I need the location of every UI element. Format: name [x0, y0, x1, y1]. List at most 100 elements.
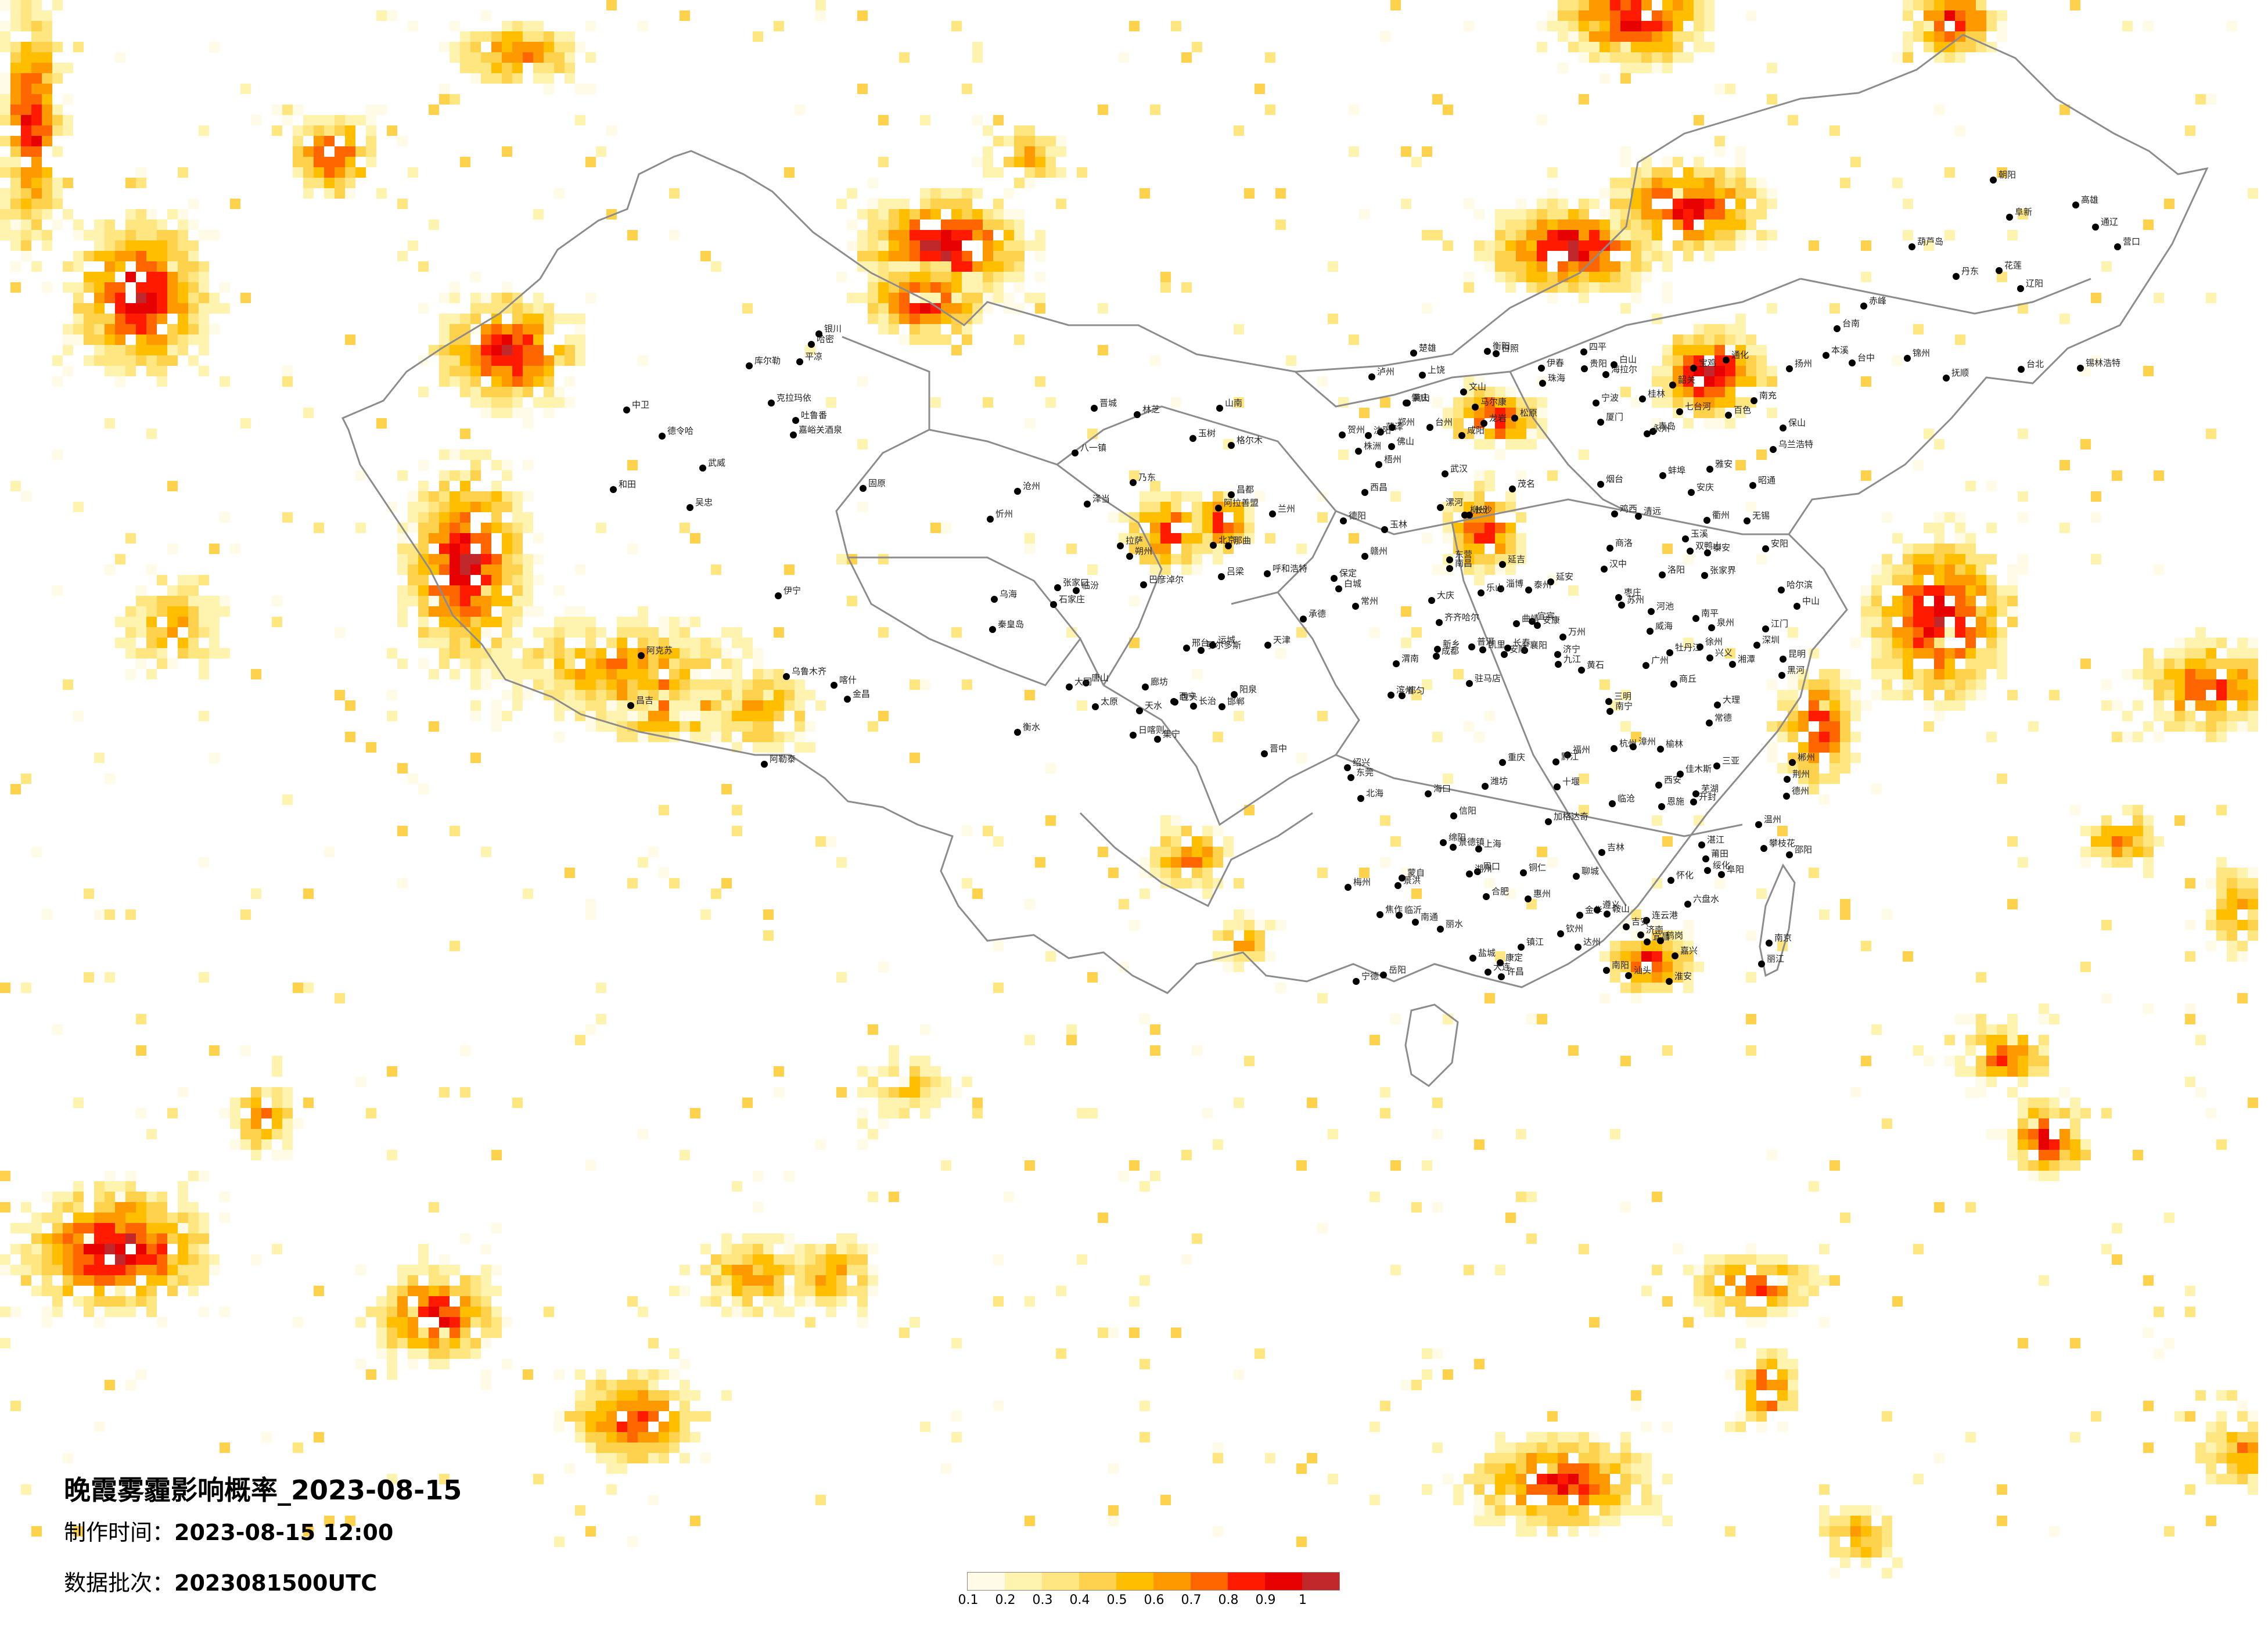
city-label: 吉林 — [1607, 842, 1624, 852]
city-dot — [1183, 645, 1190, 652]
city-label: 昌吉 — [636, 695, 653, 706]
legend-tick-label: 0.7 — [1181, 1593, 1202, 1607]
city-dot — [1659, 472, 1666, 479]
city-label: 泽当 — [1092, 494, 1110, 504]
city-label: 乌鲁木齐 — [792, 666, 826, 677]
legend-swatch — [1191, 1573, 1228, 1590]
city-dot — [1667, 877, 1674, 884]
city-dot — [1054, 584, 1061, 591]
city-dot — [1219, 703, 1225, 710]
city-label: 宝鸡 — [1699, 358, 1716, 368]
province-line-sichuan — [1103, 592, 1360, 826]
city-label: 成都 — [1442, 646, 1459, 656]
city-dot — [808, 341, 815, 348]
city-dot — [1092, 703, 1099, 710]
city-dot — [1529, 618, 1536, 625]
city-label: 台南 — [1842, 318, 1860, 329]
city-dot — [1539, 380, 1546, 387]
city-dot — [1770, 446, 1777, 453]
city-dot — [1555, 661, 1562, 668]
city-dot — [1789, 759, 1796, 766]
city-dot — [1190, 703, 1197, 710]
province-line-xinjiang — [835, 336, 1081, 639]
legend-swatch — [1042, 1573, 1079, 1590]
city-dot — [1766, 940, 1773, 947]
city-dot — [1581, 365, 1588, 372]
city-label: 郴州 — [1798, 752, 1815, 762]
city-label: 绵阳 — [1448, 832, 1466, 843]
city-dot — [1552, 758, 1559, 765]
city-label: 常州 — [1361, 596, 1378, 606]
province-line-qinghai — [929, 429, 1163, 686]
city-label: 七台河 — [1685, 401, 1711, 412]
city-label: 鸡西 — [1620, 503, 1637, 514]
city-dot — [1601, 566, 1608, 573]
city-label: 连云港 — [1652, 910, 1678, 920]
city-label: 韶关 — [1678, 375, 1695, 385]
city-dot — [2018, 366, 2025, 373]
city-dot — [761, 761, 768, 768]
city-label: 克拉玛依 — [777, 393, 811, 403]
city-dot — [1655, 782, 1662, 789]
city-dot — [815, 330, 822, 337]
city-label: 铜仁 — [1529, 862, 1546, 873]
city-dot — [1573, 873, 1580, 880]
city-label: 唐山 — [1091, 672, 1109, 683]
city-dot — [1493, 350, 1500, 357]
city-dot — [1718, 871, 1725, 878]
province-line-south — [1335, 754, 1743, 837]
city-dot — [1598, 849, 1605, 856]
city-dot — [1639, 395, 1646, 402]
city-label: 鹤岗 — [1666, 930, 1683, 941]
city-label: 佛山 — [1397, 436, 1414, 447]
city-label: 盐城 — [1478, 948, 1496, 958]
city-dot — [1692, 790, 1699, 797]
city-markers: 克拉玛依阿勒泰伊宁昌吉乌鲁木齐吐鲁番哈密库尔勒阿克苏喀什和田嘉峪关酒泉德令哈金昌… — [610, 170, 2140, 985]
city-dot — [1704, 549, 1711, 556]
city-dot — [1231, 691, 1238, 698]
city-label: 信阳 — [1459, 805, 1476, 816]
city-label: 永州 — [1652, 423, 1670, 434]
city-label: 昭通 — [1758, 475, 1775, 485]
city-dot — [1361, 553, 1368, 560]
city-label: 宜昌 — [1652, 931, 1670, 942]
city-label: 南平 — [1701, 608, 1719, 618]
city-label: 林芝 — [1142, 404, 1160, 415]
city-dot — [1335, 585, 1342, 592]
city-label: 台中 — [1857, 352, 1875, 363]
city-label: 桂林 — [1648, 388, 1665, 399]
city-dot — [1578, 667, 1585, 674]
city-label: 库尔勒 — [754, 355, 781, 366]
city-label: 德阳 — [1349, 510, 1366, 521]
city-dot — [1786, 851, 1793, 858]
city-label: 绥化 — [1713, 860, 1730, 870]
city-dot — [1446, 556, 1453, 563]
legend-swatch — [1079, 1573, 1116, 1590]
city-label: 漳州 — [1638, 736, 1656, 747]
city-label: 广州 — [1651, 655, 1669, 665]
province-line-yunnan — [1079, 812, 1313, 908]
city-label: 北京 — [1219, 535, 1236, 545]
city-label: 贺州 — [1347, 425, 1365, 435]
city-label: 遵义 — [1602, 900, 1620, 910]
city-label: 通辽 — [2101, 217, 2118, 227]
city-label: 咸阳 — [1467, 425, 1485, 436]
city-label: 福州 — [1573, 744, 1590, 755]
city-dot — [1509, 485, 1516, 492]
city-dot — [1376, 911, 1383, 918]
city-dot — [1136, 707, 1143, 714]
city-label: 呼和浩特 — [1273, 563, 1307, 574]
city-label: 十堰 — [1562, 776, 1580, 787]
city-dot — [1478, 589, 1485, 596]
city-label: 延安 — [1556, 571, 1573, 582]
city-dot — [1331, 575, 1338, 582]
city-dot — [1513, 620, 1520, 627]
province-line-north — [1509, 371, 1627, 512]
city-dot — [1778, 587, 1785, 593]
city-label: 景洪 — [1403, 875, 1421, 886]
city-dot — [1521, 647, 1528, 654]
city-dot — [1497, 585, 1504, 592]
city-label: 日喀则 — [1138, 725, 1164, 735]
map-title: 晚霞雾霾影响概率_2023-08-15 — [64, 1474, 462, 1506]
city-label: 茂名 — [1518, 479, 1535, 489]
